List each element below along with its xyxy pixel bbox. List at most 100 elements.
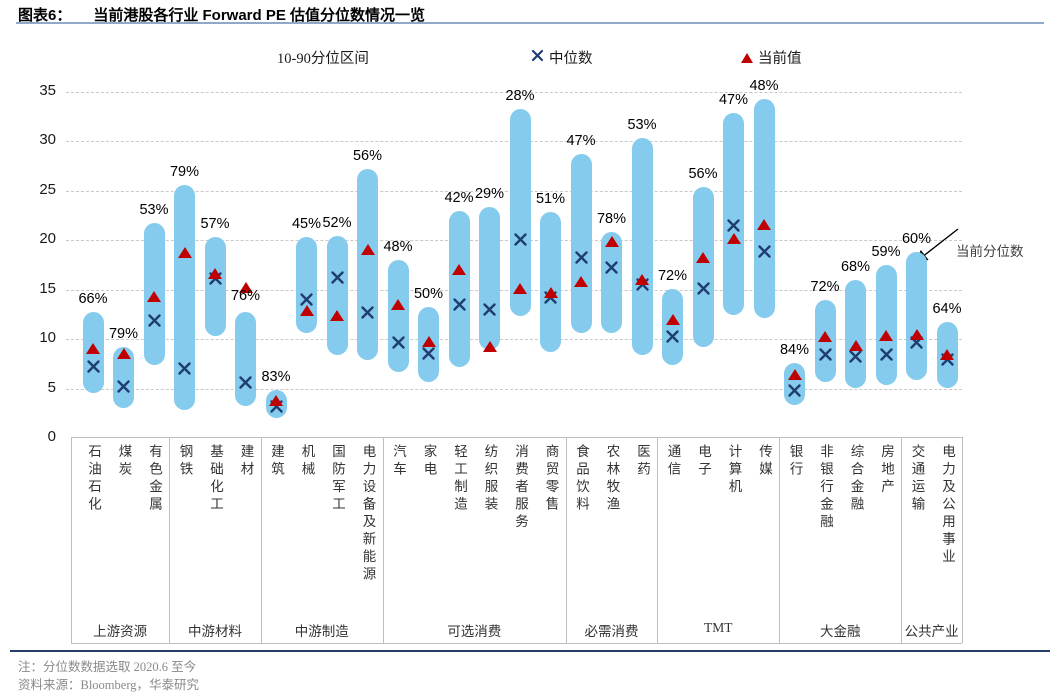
- figure-title: 图表6： 当前港股各行业 Forward PE 估值分位数情况一览: [18, 4, 425, 25]
- industry-label: 国防军工: [330, 444, 345, 514]
- percentile-label: 76%: [230, 288, 261, 305]
- current-value-marker: [238, 281, 253, 293]
- group-label: 上游资源: [93, 624, 148, 639]
- industry-label: 机械: [299, 444, 315, 479]
- current-value-marker: [330, 310, 344, 322]
- annotation-label: 当前分位数: [956, 244, 1024, 259]
- y-axis-tick-label: 30: [39, 131, 56, 148]
- industry-label: 纺织服装: [482, 444, 498, 514]
- group-divider: [382, 437, 384, 643]
- current-value-marker: [848, 339, 863, 351]
- group-label: 可选消费: [447, 624, 502, 639]
- industry-label: 计算机: [726, 444, 742, 497]
- industry-label: 钢铁: [177, 444, 193, 479]
- median-marker: [147, 313, 162, 328]
- current-value-marker: [116, 347, 131, 359]
- percentile-label: 68%: [840, 258, 871, 275]
- current-value-marker: [818, 331, 832, 343]
- industry-label: 煤炭: [116, 444, 132, 479]
- gridline: [66, 91, 962, 93]
- median-marker: [360, 305, 375, 320]
- industry-label: 房地产: [879, 444, 894, 497]
- pe-range-bar: [753, 99, 775, 319]
- industry-label: 通信: [665, 444, 681, 479]
- group-label: TMT: [704, 620, 733, 635]
- percentile-label: 48%: [383, 238, 413, 255]
- pe-range-bar: [357, 168, 378, 360]
- pe-range-bar: [845, 279, 866, 389]
- industry-label: 石油石化: [86, 444, 101, 514]
- median-marker: [452, 297, 467, 312]
- group-divider: [260, 437, 262, 643]
- y-axis-tick-label: 15: [39, 279, 56, 297]
- bottom-divider: [10, 650, 1050, 652]
- pe-range-bar: [479, 207, 500, 350]
- current-value-marker: [360, 243, 375, 255]
- percentile-label: 29%: [474, 186, 505, 203]
- median-marker: [116, 379, 131, 394]
- percentile-label: 47%: [566, 132, 596, 149]
- industry-label: 传媒: [757, 444, 772, 479]
- industry-label: 电子: [696, 444, 711, 479]
- percentile-label: 64%: [932, 301, 962, 318]
- pe-range-bar: [509, 109, 531, 317]
- current-value-marker: [787, 368, 802, 380]
- median-marker: [726, 218, 741, 233]
- current-value-marker: [391, 299, 405, 311]
- legend-range-label: 10-90分位区间: [277, 51, 369, 67]
- percentile-label: 56%: [688, 165, 718, 182]
- group-divider: [169, 437, 171, 643]
- pe-range-bar: [296, 237, 317, 334]
- y-axis-tick-label: 20: [39, 230, 56, 247]
- group-label: 公共产业: [904, 624, 959, 639]
- y-axis-tick-label: 0: [47, 428, 56, 445]
- current-value-marker: [177, 246, 192, 258]
- median-marker: [421, 346, 436, 361]
- pe-range-bar: [601, 232, 622, 334]
- percentile-label: 79%: [108, 325, 139, 342]
- current-value-marker: [635, 273, 649, 285]
- group-divider: [901, 437, 903, 643]
- pe-range-bar: [570, 153, 592, 334]
- x-marker-icon: [531, 49, 544, 67]
- current-value-marker: [757, 219, 771, 231]
- pe-range-bar: [723, 113, 744, 316]
- median-marker: [513, 232, 528, 247]
- percentile-label: 66%: [78, 291, 108, 308]
- pe-range-bar: [662, 288, 683, 365]
- current-value-marker: [299, 305, 314, 317]
- pe-range-bar: [692, 186, 714, 347]
- current-value-marker: [147, 291, 161, 303]
- chart-note: 注：分位数数据选取 2020.6 至今: [18, 660, 197, 674]
- y-axis-tick-label: 35: [39, 81, 56, 99]
- percentile-label: 84%: [779, 341, 810, 358]
- percentile-label: 53%: [627, 117, 657, 134]
- median-marker: [86, 359, 101, 374]
- industry-label: 商贸零售: [543, 444, 559, 514]
- percentile-label: 50%: [413, 286, 444, 303]
- current-value-marker: [940, 348, 954, 360]
- median-marker: [574, 250, 589, 265]
- pe-range-bar: [204, 237, 226, 337]
- y-axis-tick-label: 5: [47, 378, 56, 396]
- group-divider: [565, 437, 567, 643]
- percentile-label: 52%: [322, 215, 352, 232]
- percentile-label: 57%: [200, 216, 230, 233]
- industry-label: 建材: [238, 444, 254, 479]
- current-value-marker: [482, 340, 497, 352]
- median-marker: [757, 244, 772, 259]
- percentile-label: 60%: [901, 230, 932, 247]
- group-divider: [779, 437, 781, 643]
- industry-label: 基础化工: [208, 444, 223, 514]
- group-label: 中游材料: [188, 624, 242, 639]
- percentile-label: 59%: [871, 243, 901, 260]
- legend-range: 10-90分位区间: [277, 47, 369, 68]
- industry-label: 银行: [787, 444, 803, 479]
- percentile-label: 47%: [718, 92, 749, 109]
- percentile-label: 72%: [810, 279, 840, 296]
- current-value-marker: [574, 275, 588, 287]
- median-marker: [665, 329, 680, 344]
- industry-label: 食品饮料: [574, 444, 589, 514]
- percentile-label: 56%: [352, 147, 383, 164]
- group-divider: [657, 437, 659, 643]
